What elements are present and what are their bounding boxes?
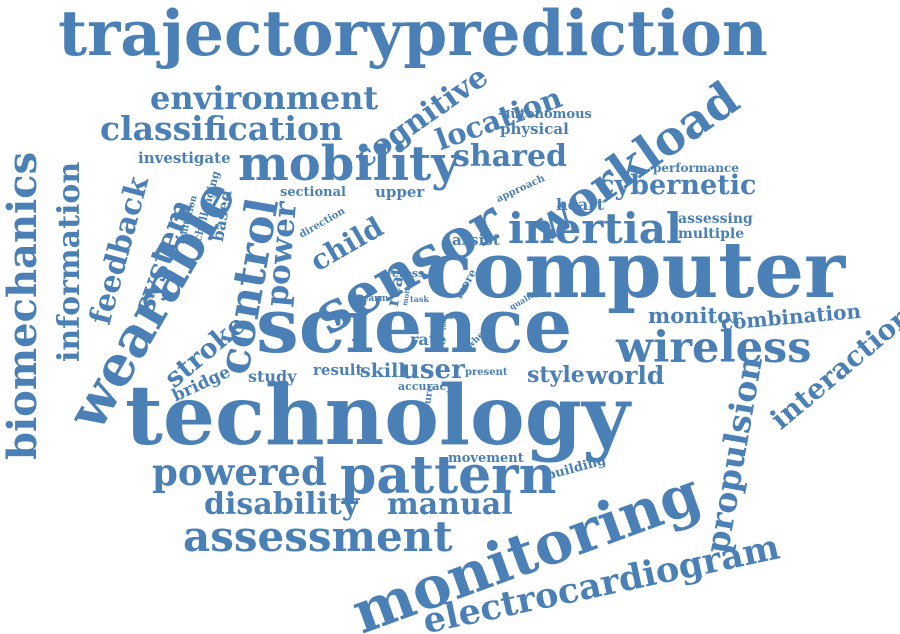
word-trajectoryprediction: trajectoryprediction	[58, 0, 768, 70]
word-study: study	[248, 367, 297, 386]
word-performance: performance	[653, 161, 739, 175]
word-disability: disability	[204, 487, 360, 522]
word-user: user	[401, 355, 465, 385]
word-powered: powered	[152, 450, 327, 494]
word-assist: assist	[452, 231, 500, 249]
word-movement: movement	[448, 451, 524, 466]
word-assessing: assessing	[678, 211, 753, 227]
word-assessment: assessment	[183, 512, 453, 561]
word-computer: computer	[425, 225, 846, 316]
word-monitor: monitor	[648, 303, 743, 328]
word-data: data	[436, 312, 454, 321]
word-accuracy: accuracy	[398, 380, 453, 393]
word-physical: physical	[500, 120, 569, 138]
word-style: style	[527, 362, 585, 388]
word-inertial: inertial	[508, 204, 682, 253]
word-classification: classification	[100, 109, 343, 148]
word-multiple: multiple	[678, 226, 745, 242]
word-mobility: mobility	[238, 136, 460, 192]
word-technology: technology	[125, 368, 630, 464]
word-cybernetic: cybernetic	[598, 170, 757, 201]
word-information: information	[52, 161, 87, 362]
word-investigate: investigate	[138, 149, 231, 167]
word-food: food	[441, 315, 448, 330]
word-biomechanics: biomechanics	[0, 151, 46, 460]
word-task: task	[410, 294, 429, 304]
word-rate: rate	[410, 330, 447, 349]
word-science: science	[256, 281, 573, 370]
word-propulsion: propulsion	[697, 353, 771, 557]
word-manual: manual	[387, 487, 513, 522]
word-heart: heart	[556, 195, 604, 214]
word-upper: upper	[375, 183, 425, 201]
word-present: present	[465, 367, 508, 378]
word-forearm: forearm	[348, 294, 389, 304]
word-autonomous: autonomous	[502, 107, 592, 122]
word-pattern: pattern	[340, 445, 557, 506]
word-shared: shared	[453, 139, 568, 174]
word-world: world	[586, 361, 665, 390]
word-wireless: wireless	[616, 323, 812, 373]
word-cross: cross	[392, 267, 425, 280]
word-sectional: sectional	[280, 185, 346, 200]
word-environment: environment	[150, 79, 379, 117]
word-result: result	[313, 361, 363, 379]
word-skill: skill	[360, 360, 406, 382]
